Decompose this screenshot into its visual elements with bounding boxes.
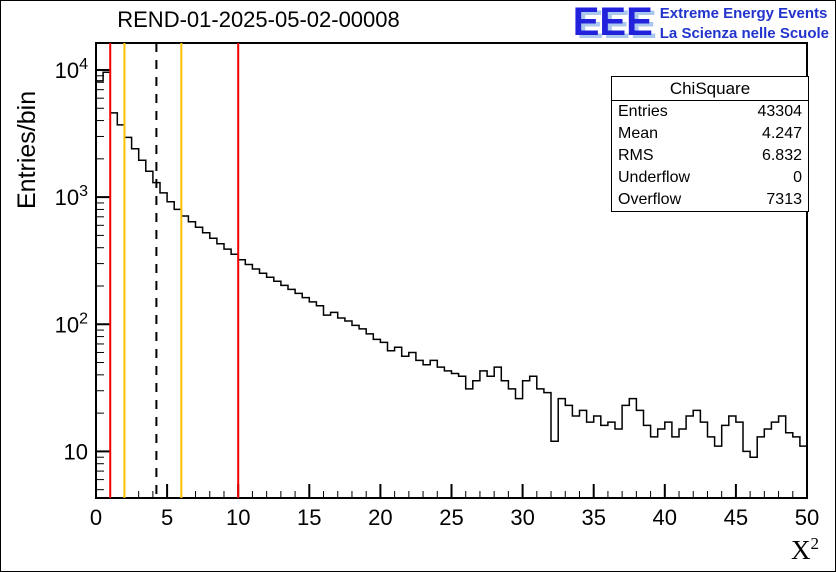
- x-tick-label: 40: [653, 505, 677, 530]
- x-tick-label: 0: [90, 505, 102, 530]
- x-tick-label: 30: [510, 505, 534, 530]
- stats-box-title: ChiSquare: [612, 77, 808, 101]
- y-tick-label: 102: [55, 310, 88, 337]
- stats-row-entries: Entries 43304: [612, 101, 808, 123]
- x-tick-label: 20: [368, 505, 392, 530]
- stats-value: 6.832: [761, 147, 802, 164]
- x-tick-label: 5: [161, 505, 173, 530]
- stats-label: Entries: [618, 103, 668, 120]
- x-axis-title-base: X: [791, 535, 811, 565]
- stats-value: 7313: [766, 191, 802, 208]
- x-axis-title-exponent: 2: [810, 534, 820, 553]
- eee-logo: EEE Extreme Energy Events La Scienza nel…: [572, 0, 829, 44]
- eee-logo-line1: Extreme Energy Events: [659, 5, 828, 22]
- plot-title: REND-01-2025-05-02-00008: [117, 7, 400, 32]
- x-axis-title: X2: [791, 534, 819, 566]
- y-tick-label: 104: [55, 56, 88, 83]
- stats-row-mean: Mean 4.247: [612, 123, 808, 145]
- x-tick-label: 35: [581, 505, 605, 530]
- stats-label: RMS: [618, 147, 654, 164]
- stats-value: 0: [793, 169, 802, 186]
- stats-row-rms: RMS 6.832: [612, 145, 808, 167]
- x-tick-label: 10: [226, 505, 250, 530]
- stats-row-overflow: Overflow 7313: [612, 189, 808, 211]
- x-tick-label: 50: [795, 505, 819, 530]
- histogram-line: [96, 71, 807, 458]
- stats-label: Mean: [618, 125, 659, 142]
- stats-value: 4.247: [761, 125, 802, 142]
- y-tick-label: 10: [64, 439, 88, 464]
- plot-frame: [95, 42, 808, 499]
- eee-logo-text: Extreme Energy Events La Scienza nelle S…: [660, 4, 829, 43]
- stats-value: 43304: [757, 103, 803, 120]
- y-tick-label: 103: [55, 183, 88, 210]
- stats-label: Underflow: [618, 169, 691, 186]
- stats-box: ChiSquare Entries 43304 Mean 4.247 RMS 6…: [611, 76, 809, 212]
- x-tick-label: 25: [439, 505, 463, 530]
- eee-logo-acronym: EEE: [572, 0, 653, 44]
- x-tick-label: 45: [724, 505, 748, 530]
- x-tick-label: 15: [297, 505, 321, 530]
- eee-logo-line2: La Scienza nelle Scuole: [659, 24, 829, 42]
- stats-label: Overflow: [618, 191, 682, 208]
- stats-row-underflow: Underflow 0: [612, 167, 808, 189]
